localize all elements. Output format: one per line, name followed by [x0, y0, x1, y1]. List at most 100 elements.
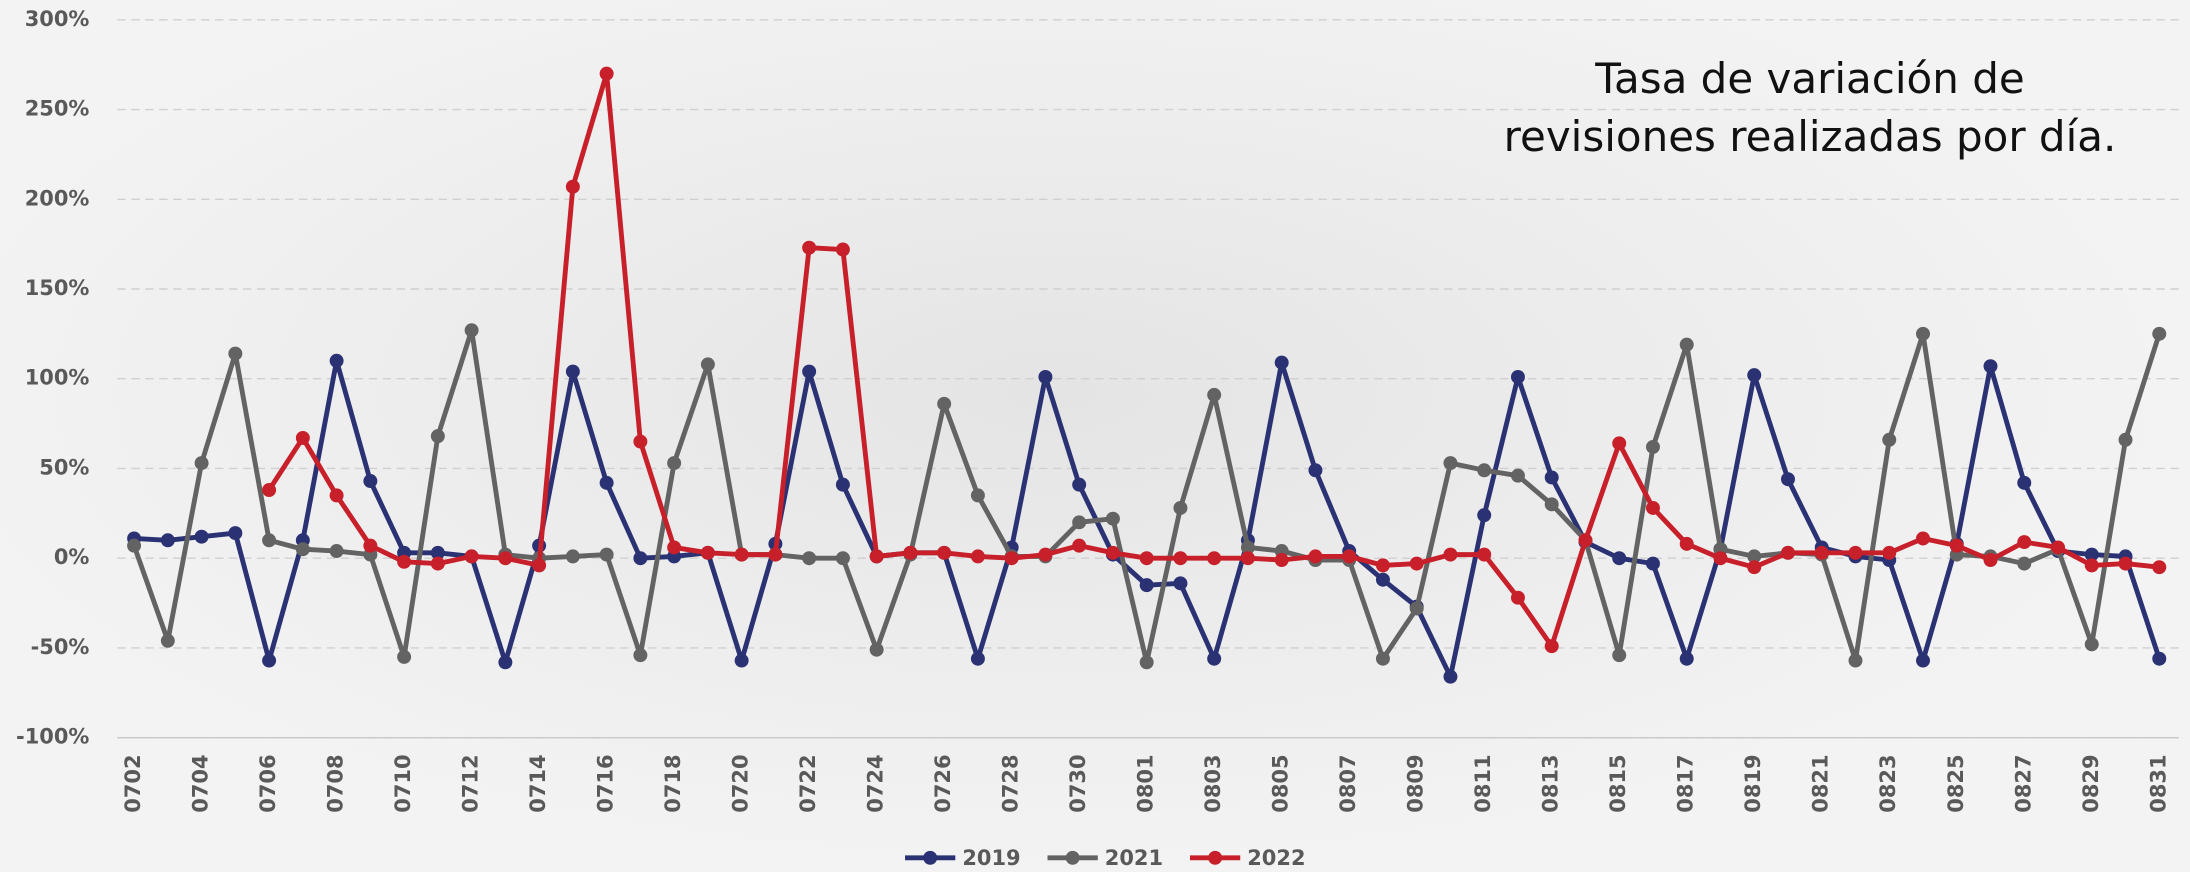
series-line	[131, 327, 2162, 665]
data-point	[2118, 556, 2133, 571]
data-point	[565, 549, 580, 564]
data-point	[1645, 439, 1660, 454]
x-tick-label: 0728	[999, 754, 1023, 812]
data-point	[599, 66, 614, 81]
legend-marker	[1208, 850, 1223, 865]
data-point	[1105, 511, 1120, 526]
data-point	[1004, 551, 1019, 566]
data-point	[194, 529, 209, 544]
data-point	[1443, 456, 1458, 471]
data-point	[2152, 326, 2167, 341]
data-point	[1882, 432, 1897, 447]
data-point	[1443, 547, 1458, 562]
data-point	[1173, 576, 1188, 591]
data-point	[1544, 639, 1559, 654]
x-tick-label: 0825	[1944, 754, 1968, 812]
data-point	[599, 547, 614, 562]
data-point	[1072, 477, 1087, 492]
data-point	[160, 533, 175, 548]
data-point	[2084, 637, 2099, 652]
data-point	[295, 542, 310, 557]
data-point	[1240, 540, 1255, 555]
data-point	[700, 357, 715, 372]
x-tick-label: 0704	[189, 754, 213, 812]
data-point	[2152, 651, 2167, 666]
x-tick-label: 0811	[1471, 754, 1495, 812]
y-tick-label: -50%	[31, 635, 90, 659]
data-point	[1173, 500, 1188, 515]
x-tick-label: 0720	[729, 754, 753, 812]
data-point	[2152, 560, 2167, 575]
data-point	[633, 434, 648, 449]
data-point	[262, 653, 277, 668]
data-point	[1781, 472, 1795, 487]
data-point	[295, 430, 310, 445]
chart-title: Tasa de variación de revisiones realizad…	[1503, 54, 2117, 161]
data-point	[1679, 536, 1694, 551]
y-tick-label: 150%	[25, 276, 90, 300]
x-tick-label: 0730	[1066, 754, 1090, 812]
data-point	[1679, 337, 1694, 352]
legend-label: 2019	[962, 846, 1020, 870]
legend-marker	[923, 850, 938, 865]
data-point	[262, 483, 277, 497]
y-tick-label: 50%	[39, 455, 89, 479]
data-point	[835, 242, 850, 257]
legend-label: 2022	[1247, 846, 1305, 870]
data-point	[1308, 549, 1323, 564]
x-tick-label: 0817	[1674, 754, 1698, 812]
x-tick-label: 0805	[1269, 754, 1293, 812]
x-tick-label: 0801	[1134, 754, 1158, 812]
data-point	[734, 547, 749, 562]
data-point	[2017, 475, 2032, 490]
data-point	[430, 545, 445, 560]
data-point	[532, 558, 547, 573]
data-point	[667, 540, 682, 555]
data-point	[565, 179, 580, 194]
data-point	[667, 456, 682, 471]
data-point	[1240, 551, 1255, 566]
data-point	[633, 648, 648, 663]
data-point	[1274, 355, 1289, 370]
data-point	[599, 475, 614, 490]
data-point	[1173, 551, 1188, 566]
data-point	[464, 549, 479, 564]
data-point	[937, 545, 952, 560]
data-point	[937, 396, 952, 411]
data-point	[1949, 538, 1964, 553]
data-point	[1308, 463, 1323, 478]
x-tick-label: 0718	[661, 754, 685, 812]
data-point	[1848, 653, 1863, 668]
data-point	[802, 364, 817, 379]
data-point	[498, 655, 513, 670]
data-point	[1072, 538, 1087, 553]
data-point	[498, 551, 513, 566]
data-point	[329, 488, 344, 503]
data-point	[363, 538, 378, 553]
data-point	[1747, 560, 1762, 575]
data-point	[869, 549, 884, 564]
x-tick-label: 0821	[1809, 754, 1833, 812]
data-point	[2084, 547, 2099, 562]
data-point	[430, 556, 445, 571]
data-point	[1544, 497, 1559, 512]
x-tick-label: 0819	[1741, 754, 1765, 812]
y-tick-label: 300%	[25, 7, 90, 31]
x-tick-label: 0716	[594, 754, 618, 812]
data-point	[970, 549, 985, 564]
y-tick-label: 200%	[25, 186, 90, 210]
data-point	[2084, 558, 2099, 573]
legend-marker	[1065, 850, 1080, 865]
data-point	[1916, 531, 1930, 546]
data-point	[1983, 553, 1998, 567]
data-point	[700, 545, 715, 560]
data-point	[970, 488, 985, 503]
x-tick-label: 0726	[931, 754, 955, 812]
x-tick-label: 0710	[391, 754, 415, 812]
data-point	[2017, 556, 2032, 571]
data-point	[160, 633, 175, 648]
data-point	[1139, 655, 1154, 670]
data-point	[1477, 463, 1492, 478]
data-point	[1916, 653, 1930, 668]
